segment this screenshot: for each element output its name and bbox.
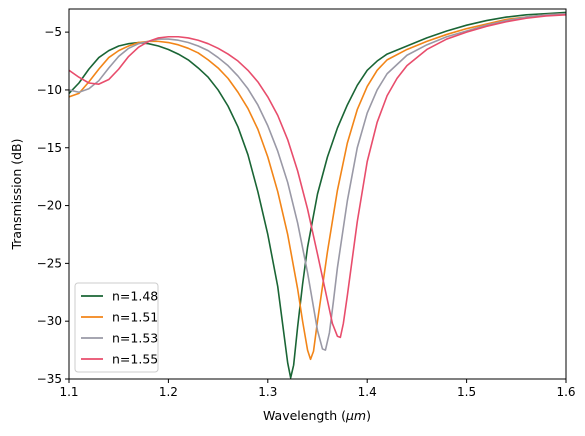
x-axis-label-unit: μm [345, 408, 366, 423]
y-tick-label: −20 [37, 199, 62, 213]
y-axis: −35 −30 −25 −20 −15 −10 −5 [37, 25, 69, 386]
legend-label-2: n=1.51 [112, 310, 158, 325]
legend-label-1: n=1.48 [112, 289, 158, 304]
x-tick-label: 1.1 [59, 385, 78, 399]
series-layer [69, 11, 566, 379]
x-tick-label: 1.2 [159, 385, 178, 399]
legend-box [74, 282, 159, 373]
x-tick-label: 1.6 [556, 385, 575, 399]
y-tick-label: −35 [37, 372, 62, 386]
series-line-4 [69, 13, 566, 339]
legend-label-3: n=1.53 [112, 331, 158, 346]
y-tick-label: −5 [44, 25, 62, 39]
y-tick-label: −15 [37, 141, 62, 155]
y-tick-label: −10 [37, 83, 62, 97]
x-axis-label: Wavelength (μm) [263, 408, 371, 423]
plot-frame [68, 8, 567, 380]
x-tick-label: 1.5 [457, 385, 476, 399]
x-axis: 1.1 1.2 1.3 1.4 1.5 1.6 [59, 379, 576, 399]
legend: n=1.48 n=1.51 n=1.53 n=1.55 [74, 282, 159, 373]
series-line-3 [69, 12, 566, 351]
x-axis-label-suffix: ) [366, 408, 371, 423]
y-tick-label: −25 [37, 256, 62, 270]
x-tick-label: 1.4 [358, 385, 377, 399]
x-tick-label: 1.3 [258, 385, 277, 399]
y-axis-label: Transmission (dB) [9, 139, 24, 251]
y-tick-label: −30 [37, 314, 62, 328]
legend-label-4: n=1.55 [112, 352, 158, 367]
x-axis-label-prefix: Wavelength ( [263, 408, 346, 423]
